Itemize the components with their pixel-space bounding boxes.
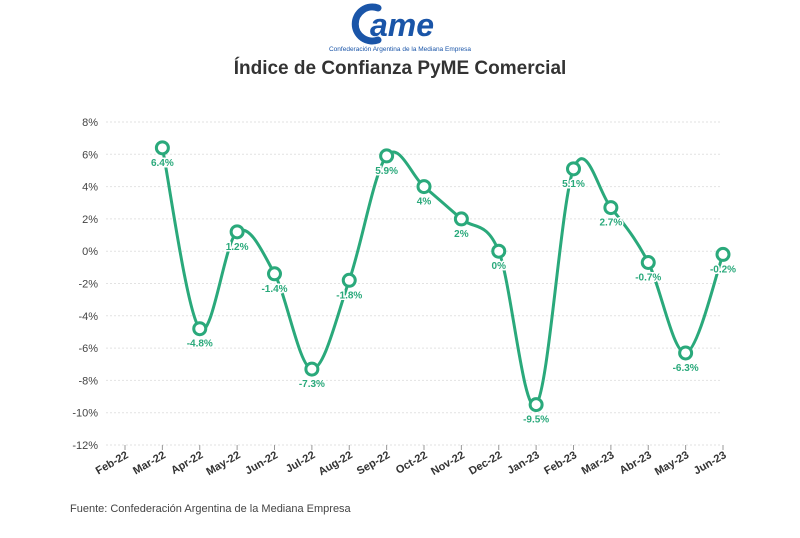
data-point xyxy=(678,345,694,361)
data-label: 6.4% xyxy=(151,158,174,169)
y-tick-label: -10% xyxy=(72,408,98,420)
came-logo: ame Confederación Argentina de la Median… xyxy=(329,3,471,53)
series-line xyxy=(160,147,725,407)
y-tick-label: -8% xyxy=(78,375,98,387)
x-tick-label: Feb-22 xyxy=(94,449,131,477)
data-point xyxy=(267,266,282,282)
x-tick-label: Mar-23 xyxy=(580,449,617,477)
y-tick-label: -12% xyxy=(72,440,98,452)
data-point xyxy=(192,321,208,337)
x-tick-label: May-23 xyxy=(653,449,691,478)
data-point xyxy=(379,148,395,164)
x-tick-label: May-22 xyxy=(204,449,242,478)
y-tick-label: 4% xyxy=(82,182,98,194)
x-tick-label: Nov-22 xyxy=(429,449,467,478)
data-label: -9.5% xyxy=(523,415,549,426)
data-point xyxy=(453,211,469,227)
data-label: 2% xyxy=(454,229,469,240)
data-point xyxy=(154,140,170,156)
data-label: 2.7% xyxy=(599,218,622,229)
logo-text: ame xyxy=(370,7,434,43)
y-tick-label: -6% xyxy=(78,343,98,355)
data-point xyxy=(491,243,507,259)
data-label: -0.7% xyxy=(635,273,661,284)
x-axis: Feb-22 Mar-22 Apr-22 May-22 Jun-22 Jul-22 Aug-… xyxy=(94,445,729,478)
data-point xyxy=(640,255,656,271)
x-tick-label: Jun-22 xyxy=(243,449,280,477)
logo-subtitle: Confederación Argentina de la Mediana Em… xyxy=(329,46,471,53)
x-tick-label: Aug-22 xyxy=(316,449,354,478)
x-tick-label: Oct-22 xyxy=(394,449,430,477)
data-label: 5.1% xyxy=(562,179,585,190)
data-label: -0.2% xyxy=(710,264,736,275)
x-tick-label: Feb-23 xyxy=(542,449,579,477)
x-tick-label: Jan-23 xyxy=(505,449,541,477)
logo-mark: ame xyxy=(351,3,434,45)
x-tick-label: Dec-22 xyxy=(467,449,504,477)
data-label: -1.8% xyxy=(336,290,362,301)
data-label: -6.3% xyxy=(673,363,699,374)
y-tick-label: 8% xyxy=(82,117,98,129)
x-tick-label: Abr-23 xyxy=(618,449,654,477)
data-label: 1.2% xyxy=(226,242,249,253)
data-points xyxy=(154,140,731,413)
data-point xyxy=(603,200,619,216)
y-axis: 8% 6% 4% 2% 0% -2% -4% -6% -8% -10% -12% xyxy=(72,117,98,452)
data-point xyxy=(304,361,320,377)
x-tick-label: Sep-22 xyxy=(355,449,392,477)
data-labels: 6.4% -4.8% 1.2% -1.4% -7.3% -1.8% 5.9% 4% 2% 0% -9… xyxy=(149,156,737,427)
data-point xyxy=(229,224,245,240)
data-label: -4.8% xyxy=(187,339,213,350)
data-point xyxy=(528,397,544,413)
y-tick-label: 6% xyxy=(82,149,98,161)
y-tick-label: -4% xyxy=(78,311,98,323)
data-label: 4% xyxy=(417,197,432,208)
data-point xyxy=(715,246,731,262)
x-tick-label: Jun-23 xyxy=(692,449,729,477)
y-tick-label: 0% xyxy=(82,246,98,258)
y-tick-label: 2% xyxy=(82,214,98,226)
data-point xyxy=(416,179,432,195)
x-tick-label: Mar-22 xyxy=(131,449,168,477)
gridlines xyxy=(106,121,722,446)
data-label: -7.3% xyxy=(299,379,325,390)
data-label: 0% xyxy=(492,261,507,272)
data-label: 5.9% xyxy=(375,166,398,177)
data-point xyxy=(341,272,357,288)
y-tick-label: -2% xyxy=(78,279,98,291)
x-tick-label: Jul-22 xyxy=(284,449,318,475)
data-point xyxy=(566,161,581,177)
data-label: -1.4% xyxy=(261,284,287,295)
source-note: Fuente: Confederación Argentina de la Me… xyxy=(70,503,351,515)
x-tick-label: Apr-22 xyxy=(169,449,205,477)
chart-title: Índice de Confianza PyME Comercial xyxy=(233,58,567,79)
